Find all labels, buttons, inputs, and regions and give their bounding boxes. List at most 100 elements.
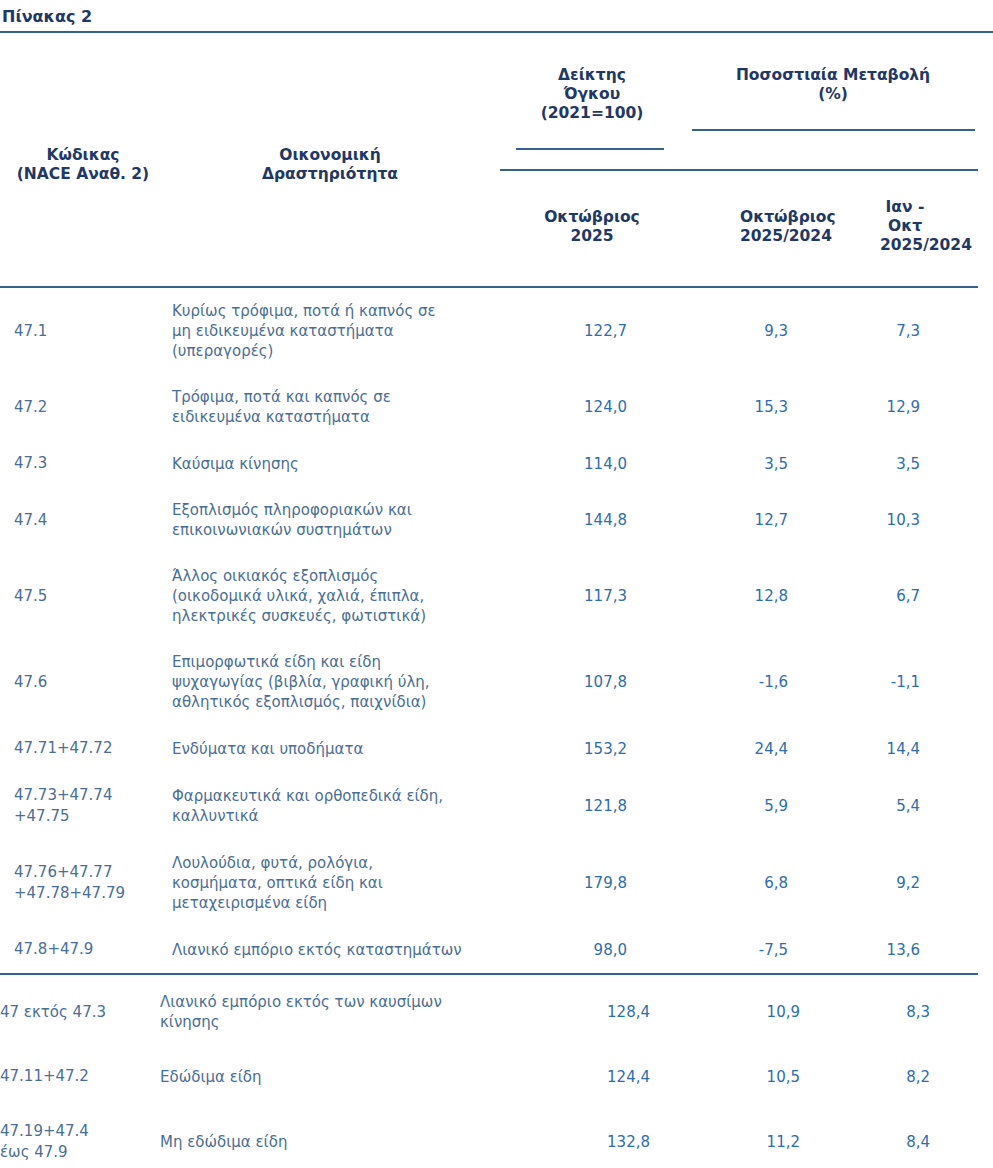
nace-code-cell: 47.71+47.72 (0, 725, 160, 772)
activity-cell: Εδώδιμα είδη (160, 1049, 500, 1104)
ytd-change-cell: 6,7 (800, 553, 930, 639)
table-row: 47.4 Εξοπλισμός πληροφοριακών και επικοι… (0, 487, 978, 553)
table-row: 47.5 Άλλος οικιακός εξοπλισμός (οικοδομι… (0, 553, 978, 639)
row-spacer (930, 374, 978, 440)
table-section-aggregates: 47 εκτός 47.3 Λιανικό εμπόριο εκτός των … (0, 974, 978, 1168)
nace-code-cell: 47.76+47.77 +47.78+47.79 (0, 840, 160, 926)
volume-index-group-header: Δείκτης Όγκου (2021=100) (500, 33, 650, 170)
monthly-change-subheader: Οκτώβριος 2025/2024 (650, 170, 800, 287)
nace-code-cell: 47.5 (0, 553, 160, 639)
row-spacer (930, 440, 978, 487)
ytd-change-cell: 14,4 (800, 725, 930, 772)
monthly-change-cell: 12,7 (650, 487, 800, 553)
monthly-change-cell: 10,5 (650, 1049, 800, 1104)
monthly-change-cell: 5,9 (650, 772, 800, 840)
nace-code-cell: 47 εκτός 47.3 (0, 974, 160, 1049)
nace-code-cell: 47.8+47.9 (0, 926, 160, 973)
volume-index-cell: 132,8 (500, 1104, 650, 1168)
row-spacer (930, 1104, 978, 1168)
ytd-change-cell: 12,9 (800, 374, 930, 440)
ytd-change-cell: 5,4 (800, 772, 930, 840)
row-spacer (930, 487, 978, 553)
volume-index-cell: 128,4 (500, 974, 650, 1049)
activity-cell: Λουλούδια, φυτά, ρολόγια, κοσμήματα, οπτ… (160, 840, 500, 926)
volume-index-cell: 124,0 (500, 374, 650, 440)
volume-index-cell: 179,8 (500, 840, 650, 926)
table-row: 47.11+47.2 Εδώδιμα είδη 124,4 10,5 8,2 (0, 1049, 978, 1104)
monthly-change-cell: -7,5 (650, 926, 800, 973)
ytd-change-cell: 13,6 (800, 926, 930, 973)
nace-code-cell: 47.3 (0, 440, 160, 487)
activity-cell: Τρόφιμα, ποτά και καπνός σε ειδικευμένα … (160, 374, 500, 440)
row-spacer (930, 926, 978, 973)
table-row: 47.6 Επιμορφωτικά είδη και είδη ψυχαγωγί… (0, 639, 978, 725)
activity-cell: Μη εδώδιμα είδη (160, 1104, 500, 1168)
nace-code-cell: 47.4 (0, 487, 160, 553)
table-row: 47.2 Τρόφιμα, ποτά και καπνός σε ειδικευ… (0, 374, 978, 440)
row-spacer (930, 1049, 978, 1104)
monthly-change-cell: 12,8 (650, 553, 800, 639)
retail-trade-table: Κώδικας (NACE Αναθ. 2) Οικονομική Δραστη… (0, 33, 978, 1168)
table-row: 47.19+47.4 έως 47.9 Μη εδώδιμα είδη 132,… (0, 1104, 978, 1168)
activity-cell: Επιμορφωτικά είδη και είδη ψυχαγωγίας (β… (160, 639, 500, 725)
nace-code-cell: 47.1 (0, 287, 160, 374)
table-row: 47.76+47.77 +47.78+47.79 Λουλούδια, φυτά… (0, 840, 978, 926)
activity-column-header: Οικονομική Δραστηριότητα (160, 33, 500, 287)
monthly-change-cell: 15,3 (650, 374, 800, 440)
nace-code-cell: 47.19+47.4 έως 47.9 (0, 1104, 160, 1168)
table-section-detail: 47.1 Κυρίως τρόφιμα, ποτά ή καπνός σε μη… (0, 287, 978, 973)
row-spacer (930, 287, 978, 374)
activity-cell: Άλλος οικιακός εξοπλισμός (οικοδομικά υλ… (160, 553, 500, 639)
volume-index-cell: 117,3 (500, 553, 650, 639)
activity-cell: Κυρίως τρόφιμα, ποτά ή καπνός σε μη ειδι… (160, 287, 500, 374)
ytd-change-cell: 8,4 (800, 1104, 930, 1168)
ytd-change-cell: 10,3 (800, 487, 930, 553)
volume-index-cell: 122,7 (500, 287, 650, 374)
percent-change-group-header: Ποσοστιαία Μεταβολή (%) (650, 33, 978, 170)
ytd-change-cell: 9,2 (800, 840, 930, 926)
monthly-change-cell: 9,3 (650, 287, 800, 374)
row-spacer (930, 974, 978, 1049)
row-spacer (930, 553, 978, 639)
volume-index-cell: 124,4 (500, 1049, 650, 1104)
volume-index-cell: 98,0 (500, 926, 650, 973)
table-row: 47.8+47.9 Λιανικό εμπόριο εκτός καταστημ… (0, 926, 978, 973)
table-title: Πίνακας 2 (0, 0, 993, 31)
activity-cell: Φαρμακευτικά και ορθοπεδικά είδη, καλλυν… (160, 772, 500, 840)
ytd-change-cell: 8,2 (800, 1049, 930, 1104)
table-row: 47.73+47.74 +47.75 Φαρμακευτικά και ορθο… (0, 772, 978, 840)
activity-cell: Ενδύματα και υποδήματα (160, 725, 500, 772)
volume-index-cell: 107,8 (500, 639, 650, 725)
table-header: Κώδικας (NACE Αναθ. 2) Οικονομική Δραστη… (0, 33, 978, 287)
activity-cell: Εξοπλισμός πληροφοριακών και επικοινωνια… (160, 487, 500, 553)
activity-cell: Λιανικό εμπόριο εκτός καταστημάτων (160, 926, 500, 973)
table-row: 47.1 Κυρίως τρόφιμα, ποτά ή καπνός σε μη… (0, 287, 978, 374)
percent-group-underline (692, 129, 975, 131)
monthly-change-cell: 11,2 (650, 1104, 800, 1168)
volume-group-underline (516, 148, 664, 150)
code-column-header: Κώδικας (NACE Αναθ. 2) (0, 33, 160, 287)
table-row: 47 εκτός 47.3 Λιανικό εμπόριο εκτός των … (0, 974, 978, 1049)
activity-cell: Καύσιμα κίνησης (160, 440, 500, 487)
row-spacer (930, 725, 978, 772)
monthly-change-cell: 10,9 (650, 974, 800, 1049)
row-spacer (930, 772, 978, 840)
monthly-change-cell: 3,5 (650, 440, 800, 487)
monthly-change-cell: 6,8 (650, 840, 800, 926)
volume-index-cell: 114,0 (500, 440, 650, 487)
nace-code-cell: 47.11+47.2 (0, 1049, 160, 1104)
volume-month-subheader: Οκτώβριος 2025 (500, 170, 650, 287)
volume-index-cell: 144,8 (500, 487, 650, 553)
ytd-change-cell: 3,5 (800, 440, 930, 487)
activity-cell: Λιανικό εμπόριο εκτός των καυσίμων κίνησ… (160, 974, 500, 1049)
row-spacer (930, 840, 978, 926)
document-page: Πίνακας 2 Κώδικας (NACE Αναθ. 2) Οικονομ… (0, 0, 993, 1168)
table-row: 47.3 Καύσιμα κίνησης 114,0 3,5 3,5 (0, 440, 978, 487)
nace-code-cell: 47.2 (0, 374, 160, 440)
nace-code-cell: 47.73+47.74 +47.75 (0, 772, 160, 840)
volume-index-cell: 121,8 (500, 772, 650, 840)
ytd-change-cell: 7,3 (800, 287, 930, 374)
table-row: 47.71+47.72 Ενδύματα και υποδήματα 153,2… (0, 725, 978, 772)
monthly-change-cell: 24,4 (650, 725, 800, 772)
nace-code-cell: 47.6 (0, 639, 160, 725)
